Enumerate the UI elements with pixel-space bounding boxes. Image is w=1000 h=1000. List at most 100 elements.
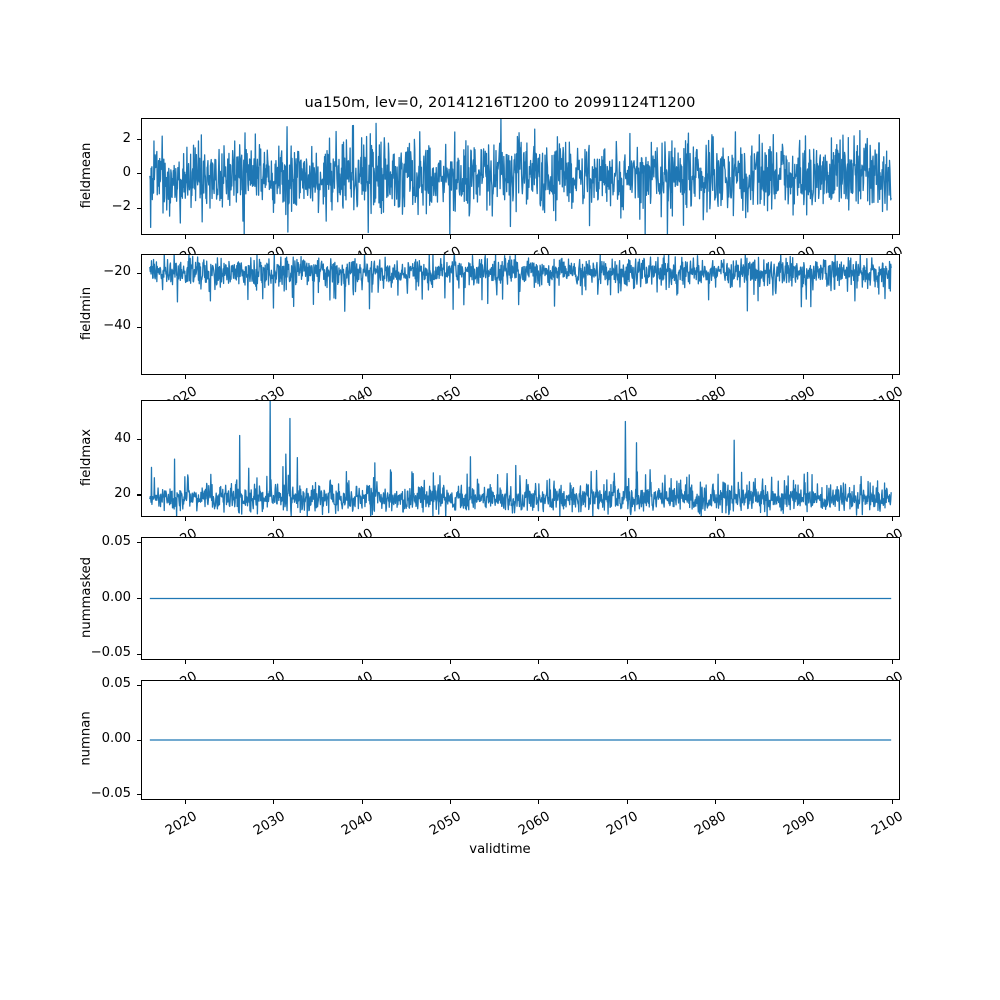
y-tick-label: 40 (114, 430, 131, 446)
x-tick-label: 2040 (264, 244, 376, 254)
x-tick-mark (891, 660, 893, 664)
x-tick-mark (449, 800, 451, 804)
x-axis-label: validtime (469, 842, 531, 857)
x-tick-mark (361, 660, 363, 664)
x-tick-mark (273, 375, 275, 379)
x-tick-label: 2080 (618, 669, 730, 680)
x-tick-label: 2090 (706, 526, 818, 537)
y-tick-mark (137, 326, 141, 328)
subplot-fieldmean (141, 118, 900, 235)
x-tick-label: 2070 (529, 526, 641, 537)
x-tick-mark (185, 517, 187, 521)
y-tick-mark (137, 494, 141, 496)
series-line-fieldmax (141, 400, 900, 517)
series-line-fieldmean (141, 118, 900, 235)
x-tick-label: 2090 (706, 244, 818, 254)
x-tick-mark (273, 800, 275, 804)
x-tick-label: 2100 (794, 669, 906, 680)
x-tick-label: 2040 (264, 526, 376, 537)
y-axis-label-numnan: numnan (78, 711, 94, 766)
subplot-nummasked (141, 537, 900, 660)
x-tick-mark (803, 517, 805, 521)
x-tick-mark (803, 375, 805, 379)
x-tick-mark (891, 517, 893, 521)
x-tick-mark (538, 375, 540, 379)
x-tick-label: 2060 (441, 669, 553, 680)
x-tick-label: 2050 (427, 384, 465, 400)
x-tick-label: 2040 (339, 384, 376, 400)
x-tick-mark (714, 660, 716, 664)
x-tick-mark (714, 800, 716, 804)
x-tick-label: 2060 (441, 244, 553, 254)
x-tick-mark (361, 517, 363, 521)
x-tick-mark (803, 660, 805, 664)
y-tick-label: 0.05 (101, 533, 131, 549)
y-tick-label: 0 (122, 164, 131, 180)
x-tick-mark (273, 517, 275, 521)
x-tick-mark (714, 517, 716, 521)
x-tick-label: 2050 (353, 526, 465, 537)
x-tick-label: 2060 (441, 526, 553, 537)
y-tick-mark (137, 139, 141, 141)
series-line-numnan (141, 680, 900, 800)
x-tick-label: 2080 (692, 384, 730, 400)
y-tick-label: −0.05 (90, 785, 131, 801)
x-tick-mark (361, 235, 363, 239)
x-tick-label: 2030 (251, 384, 288, 400)
x-tick-label: 2070 (604, 384, 641, 400)
y-tick-mark (137, 598, 141, 600)
x-tick-label: 2100 (794, 526, 906, 537)
y-tick-mark (137, 207, 141, 209)
x-tick-mark (185, 235, 187, 239)
subplot-fieldmax (141, 400, 900, 517)
y-tick-label: 2 (122, 130, 131, 146)
x-tick-label: 2060 (515, 384, 553, 400)
y-tick-mark (137, 653, 141, 655)
y-tick-label: 0.05 (101, 676, 131, 692)
x-tick-mark (538, 235, 540, 239)
x-tick-mark (891, 375, 893, 379)
x-tick-mark (803, 235, 805, 239)
y-tick-label: 20 (114, 485, 131, 501)
x-tick-mark (714, 235, 716, 239)
series-line-fieldmin (141, 254, 900, 375)
x-tick-mark (626, 800, 628, 804)
x-tick-label: 2040 (264, 669, 376, 680)
x-tick-row-fieldmin: 2020 2030 2040 2050 2060 2070 2080 2090 2100 (0, 375, 1000, 400)
x-tick-label: 2030 (176, 669, 288, 680)
x-tick-label: 2080 (618, 526, 730, 537)
x-tick-mark (538, 800, 540, 804)
y-tick-mark (137, 272, 141, 274)
x-tick-mark (449, 375, 451, 379)
x-tick-mark (538, 660, 540, 664)
x-tick-label: 2090 (780, 384, 818, 400)
x-tick-mark (538, 517, 540, 521)
series-line-nummasked (141, 537, 900, 660)
y-tick-mark (137, 739, 141, 741)
x-tick-label: 2020 (162, 384, 200, 400)
y-tick-label: 0.00 (101, 589, 131, 605)
x-tick-label: 2050 (353, 669, 465, 680)
subplot-fieldmin (141, 254, 900, 375)
y-tick-mark (137, 542, 141, 544)
y-tick-mark (137, 794, 141, 796)
x-tick-mark (449, 235, 451, 239)
y-tick-mark (137, 684, 141, 686)
x-tick-label: 2030 (176, 526, 288, 537)
y-tick-label: −20 (103, 264, 131, 280)
x-tick-mark (185, 660, 187, 664)
x-tick-label: 2100 (794, 244, 906, 254)
y-tick-label: 0.00 (101, 731, 131, 746)
x-tick-mark (449, 660, 451, 664)
x-tick-mark (449, 517, 451, 521)
subplot-numnan (141, 680, 900, 800)
y-tick-label: −0.05 (90, 645, 131, 661)
y-tick-mark (137, 439, 141, 441)
x-tick-mark (273, 235, 275, 239)
y-tick-mark (137, 173, 141, 175)
x-tick-label: 2070 (529, 244, 641, 254)
x-tick-mark (626, 660, 628, 664)
